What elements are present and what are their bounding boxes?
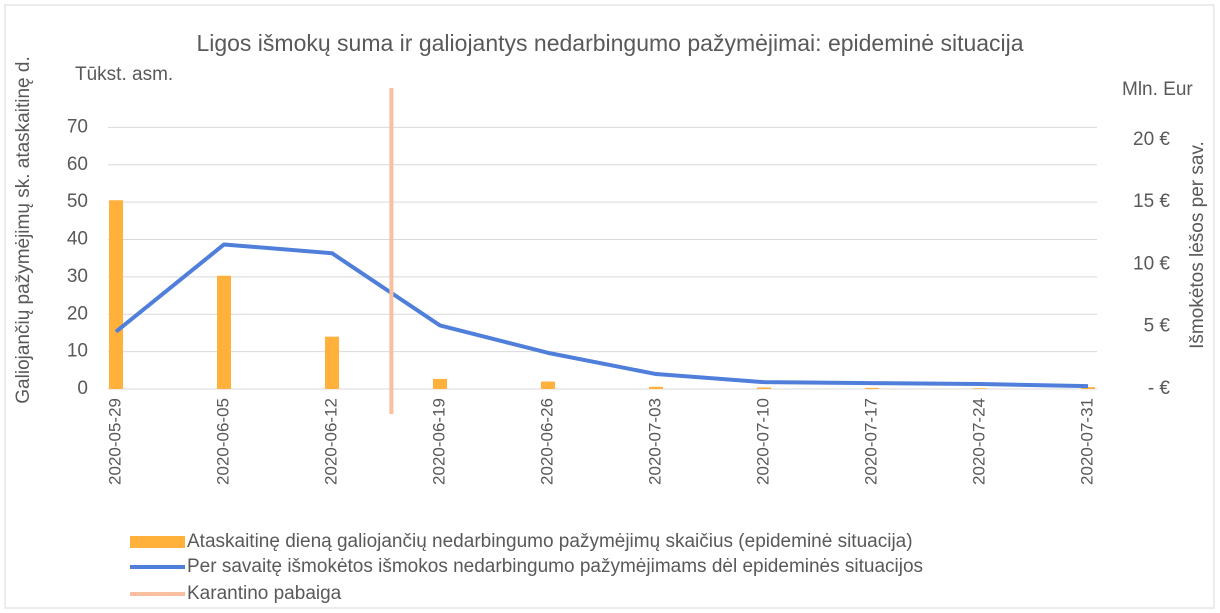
bar [325,336,339,389]
bar [1081,387,1095,389]
y-tick-label: 20 [67,303,88,324]
y-tick-label: 0 [77,378,88,399]
x-tick-label: 2020-07-03 [645,398,664,485]
y-tick-label: 10 [67,341,88,362]
y-tick-label: 60 [67,154,88,175]
y-tick-label: 50 [67,191,88,212]
y-tick-label: 30 [67,266,88,287]
bar [109,200,123,389]
bar [217,275,231,389]
y2-tick-label: 10 € [1133,253,1170,274]
bar [865,387,879,389]
x-tick-label: 2020-07-17 [861,398,880,485]
line [114,242,1089,389]
x-tick-label: 2020-06-12 [321,398,340,485]
y2-unit: Mln. Eur [1122,79,1193,100]
legend-label: Karantino pabaiga [187,583,342,604]
y2-tick-label: 15 € [1133,191,1170,212]
legend-label: Per savaitę išmokėtos išmokos nedarbingu… [187,556,923,577]
chart-title: Ligos išmokų suma ir galiojantys nedarbi… [196,30,1024,56]
chart-border [4,4,1215,609]
y2-axis-label: Išmokėtos lėšos per sav. [1187,141,1208,349]
bar [541,381,555,389]
x-tick-label: 2020-05-29 [105,398,124,485]
x-tick-label: 2020-06-19 [429,398,448,485]
y2-tick-label: - € [1148,378,1171,399]
x-tick-label: 2020-07-31 [1077,398,1096,485]
y-axis-label: Galiojančių pažymėjimų sk. ataskaitinę d… [13,56,34,403]
bar [757,387,771,389]
y2-tick-label: 5 € [1144,316,1171,337]
legend-swatch [130,536,185,548]
x-tick-label: 2020-06-26 [537,398,556,485]
bar [433,378,447,389]
bar [973,388,987,389]
y2-tick-label: 20 € [1133,129,1170,150]
y-tick-label: 40 [67,229,88,250]
bar [649,386,663,389]
legend-label: Ataskaitinę dieną galiojančių nedarbingu… [187,531,913,552]
x-tick-label: 2020-06-05 [213,398,232,485]
y-tick-label: 70 [67,116,88,137]
x-tick-label: 2020-07-24 [969,398,988,485]
x-tick-label: 2020-07-10 [753,398,772,485]
y-unit: Tūkst. asm. [75,64,173,85]
